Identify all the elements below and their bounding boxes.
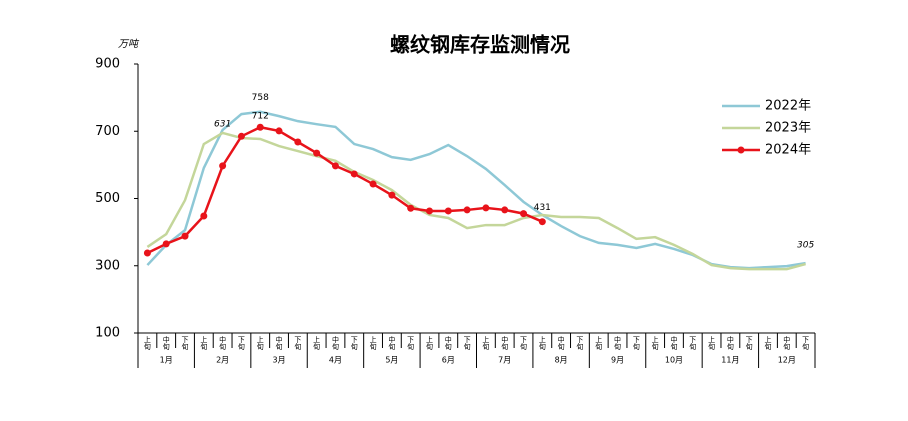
point — [162, 240, 170, 248]
x-tick-label: 中旬 — [275, 335, 283, 351]
x-tick-label: 下旬 — [350, 336, 358, 351]
x-tick-label: 上旬 — [708, 335, 716, 351]
point — [294, 138, 302, 146]
y-tick-label: 100 — [95, 326, 120, 341]
month-label: 8月 — [555, 356, 568, 365]
x-tick-label: 上旬 — [200, 335, 208, 351]
x-tick-label: 下旬 — [237, 336, 245, 351]
x-tick-label: 下旬 — [576, 336, 584, 351]
x-tick-label: 中旬 — [444, 335, 452, 351]
data-label: 712 — [252, 112, 269, 122]
month-label: 12月 — [778, 356, 796, 365]
x-tick-label: 上旬 — [651, 335, 659, 351]
data-label: 431 — [534, 203, 551, 213]
point — [407, 204, 415, 212]
month-label: 6月 — [442, 356, 455, 365]
data-label: 305 — [797, 241, 814, 251]
x-tick-label: 下旬 — [407, 336, 415, 351]
x-tick-label: 中旬 — [726, 335, 734, 351]
x-tick-label: 上旬 — [369, 335, 377, 351]
point — [425, 207, 433, 215]
month-label: 2月 — [216, 356, 229, 365]
x-tick-label: 上旬 — [482, 335, 490, 351]
x-tick-label: 上旬 — [764, 335, 772, 351]
x-tick-label: 上旬 — [425, 335, 433, 351]
x-tick-label: 上旬 — [595, 335, 603, 351]
series-line — [146, 131, 806, 271]
x-tick-label: 下旬 — [294, 336, 302, 351]
point — [313, 149, 321, 157]
point — [501, 206, 509, 214]
legend-label: 2023年 — [765, 121, 811, 136]
x-tick-label: 下旬 — [802, 336, 810, 351]
x-tick-label: 中旬 — [670, 335, 678, 351]
y-tick-label: 900 — [95, 57, 120, 72]
x-tick-label: 中旬 — [501, 335, 509, 351]
x-tick-label: 上旬 — [256, 335, 264, 351]
x-tick-label: 中旬 — [557, 335, 565, 351]
month-label: 4月 — [329, 356, 342, 365]
point — [463, 206, 471, 214]
x-tick-label: 上旬 — [538, 335, 546, 351]
x-tick-label: 中旬 — [783, 335, 791, 351]
month-label: 9月 — [611, 356, 624, 365]
point — [538, 218, 546, 226]
x-tick-label: 下旬 — [689, 336, 697, 351]
point — [143, 249, 151, 257]
month-label: 3月 — [272, 356, 285, 365]
series-line — [146, 125, 543, 255]
x-tick-label: 中旬 — [388, 335, 396, 351]
x-tick-label: 中旬 — [162, 335, 170, 351]
x-tick-label: 上旬 — [143, 335, 151, 351]
point — [200, 212, 208, 220]
point — [275, 127, 283, 135]
point — [444, 207, 452, 215]
x-tick-label: 下旬 — [632, 336, 640, 351]
legend-label: 2024年 — [765, 143, 811, 158]
legend-marker — [737, 146, 745, 154]
month-label: 10月 — [665, 356, 683, 365]
x-tick-label: 上旬 — [313, 335, 321, 351]
y-tick-label: 300 — [95, 258, 120, 273]
month-label: 11月 — [721, 356, 739, 365]
y-tick-label: 500 — [95, 191, 120, 206]
point — [520, 210, 528, 218]
point — [369, 180, 377, 188]
point — [256, 123, 264, 131]
chart-title: 螺纹钢库存监测情况 — [390, 33, 570, 57]
x-tick-label: 下旬 — [181, 336, 189, 351]
x-tick-label: 下旬 — [745, 336, 753, 351]
point — [219, 162, 227, 170]
annotation: 631 — [214, 120, 231, 130]
unit-label: 万吨 — [118, 38, 140, 50]
month-label: 7月 — [498, 356, 511, 365]
point — [237, 132, 245, 140]
legend-label: 2022年 — [765, 99, 811, 114]
month-label: 1月 — [160, 356, 173, 365]
point — [482, 204, 490, 212]
x-tick-label: 中旬 — [614, 335, 622, 351]
x-tick-label: 中旬 — [331, 335, 339, 351]
x-tick-label: 下旬 — [463, 336, 471, 351]
point — [331, 162, 339, 170]
point — [388, 191, 396, 199]
point — [350, 170, 358, 178]
data-label: 758 — [252, 93, 269, 103]
x-tick-label: 中旬 — [219, 335, 227, 351]
y-tick-label: 700 — [95, 124, 120, 139]
x-tick-label: 下旬 — [520, 336, 528, 351]
month-label: 5月 — [385, 356, 398, 365]
point — [181, 232, 189, 240]
